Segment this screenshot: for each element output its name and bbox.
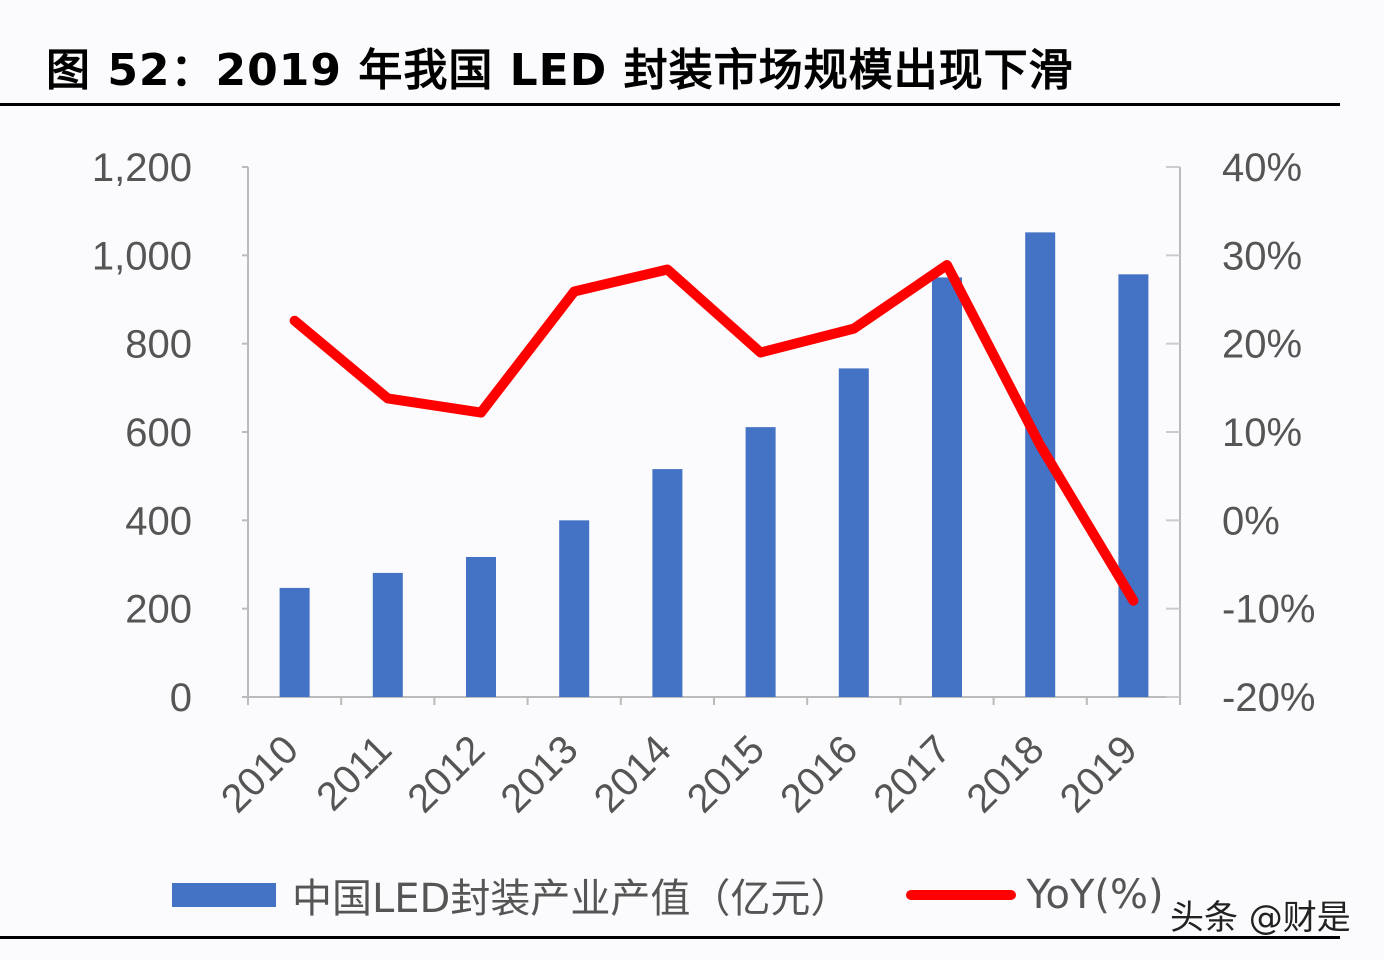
legend: 中国LED封装产业产值（亿元） YoY(%) (172, 866, 1164, 924)
x-tick-label: 2013 (493, 727, 587, 821)
legend-swatch-line (906, 890, 1017, 900)
bar-2016 (838, 368, 869, 697)
watermark: 头条 @财是 (1170, 898, 1351, 938)
left-tick-label: 400 (125, 499, 192, 543)
x-tick-label: 2019 (1052, 727, 1146, 821)
x-tick-label: 2015 (679, 727, 773, 821)
right-tick-label: -20% (1222, 676, 1315, 720)
right-tick-label: 40% (1222, 146, 1302, 190)
left-tick-label: 1,200 (92, 146, 192, 190)
right-tick-label: 30% (1222, 234, 1302, 278)
bar-2010 (279, 587, 310, 697)
legend-label-bar: 中国LED封装产业产值（亿元） (292, 876, 851, 922)
left-tick-label: 800 (125, 323, 192, 367)
left-tick-label: 0 (170, 676, 192, 720)
right-tick-label: 0% (1222, 499, 1280, 543)
bar-2014 (652, 469, 683, 697)
bar-2017 (932, 277, 962, 697)
legend-swatch-bar (172, 883, 276, 907)
x-tick-label: 2011 (308, 727, 400, 819)
x-tick-label: 2014 (586, 727, 680, 821)
bar-2012 (466, 556, 496, 697)
x-tick-label: 2010 (213, 727, 307, 821)
bar-2019 (1118, 274, 1149, 697)
left-tick-label: 200 (125, 588, 192, 632)
x-tick-label: 2018 (959, 727, 1053, 821)
bar-2013 (559, 520, 590, 697)
bottom-divider (0, 936, 1340, 939)
right-tick-label: 20% (1222, 323, 1302, 367)
left-tick-label: 600 (125, 411, 192, 455)
left-tick-label: 1,000 (92, 234, 192, 278)
x-tick-label: 2017 (865, 727, 959, 821)
top-divider (0, 103, 1340, 106)
right-tick-label: 10% (1222, 411, 1302, 455)
yoy-line (289, 260, 1139, 606)
right-tick-label: -10% (1222, 588, 1315, 632)
legend-label-line: YoY(%) (1026, 872, 1164, 918)
chart-title: 图 52：2019 年我国 LED 封装市场规模出现下滑 (46, 45, 1074, 96)
x-tick-label: 2012 (399, 727, 493, 821)
bar-2015 (745, 427, 776, 697)
x-tick-label: 2016 (772, 727, 866, 821)
bar-2011 (372, 572, 403, 697)
